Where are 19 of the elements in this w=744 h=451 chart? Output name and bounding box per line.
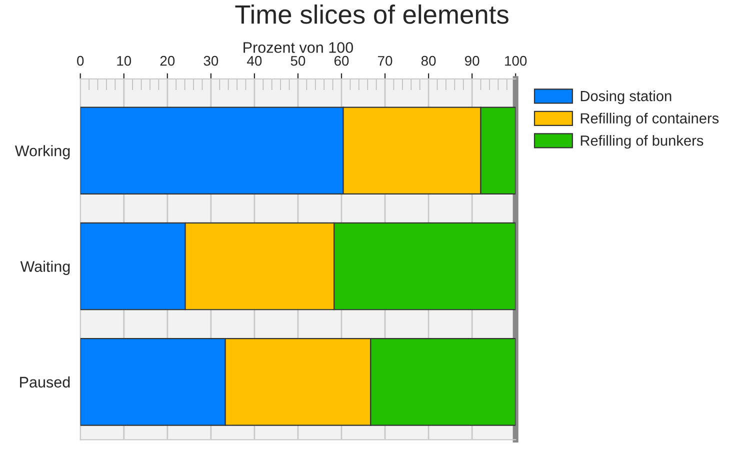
x-tick-label: 60 bbox=[334, 56, 349, 66]
legend-label: Refilling of bunkers bbox=[580, 135, 704, 149]
x-tick-label: 40 bbox=[247, 56, 262, 66]
y-tick-label: Waiting bbox=[20, 260, 70, 275]
x-tick-label: 50 bbox=[290, 56, 306, 66]
x-tick-label: 20 bbox=[160, 56, 175, 66]
x-tick-label: 0 bbox=[77, 56, 84, 66]
x-tick-label: 30 bbox=[204, 56, 218, 66]
x-tick-label: 100 bbox=[505, 56, 527, 66]
x-tick-label: 80 bbox=[421, 56, 436, 66]
y-tick-label: Working bbox=[14, 145, 70, 160]
x-tick-label: 90 bbox=[464, 56, 480, 66]
legend-label: Refilling of containers bbox=[580, 112, 719, 126]
legend-label: Dosing station bbox=[580, 90, 672, 104]
x-axis-title: Prozent von 100 bbox=[244, 42, 354, 53]
chart-title: Time slices of elements bbox=[235, 4, 508, 24]
x-tick-label: 70 bbox=[378, 56, 392, 66]
x-tick-label: 10 bbox=[117, 56, 132, 66]
y-tick-label: Paused bbox=[20, 376, 70, 388]
